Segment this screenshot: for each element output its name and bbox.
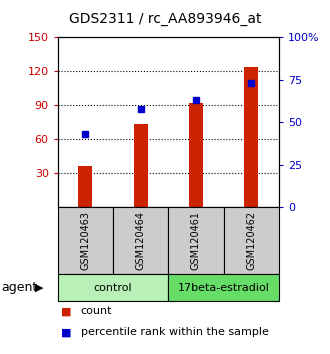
Text: GDS2311 / rc_AA893946_at: GDS2311 / rc_AA893946_at: [69, 12, 261, 27]
Text: ■: ■: [61, 306, 72, 316]
Text: ▶: ▶: [35, 282, 43, 293]
Text: control: control: [94, 282, 132, 293]
Text: count: count: [81, 306, 112, 316]
Bar: [134, 124, 148, 207]
Text: GSM120461: GSM120461: [191, 211, 201, 270]
Bar: [189, 103, 203, 207]
Text: GSM120463: GSM120463: [81, 211, 90, 270]
Text: GSM120464: GSM120464: [136, 211, 146, 270]
Text: agent: agent: [2, 281, 38, 294]
Text: GSM120462: GSM120462: [246, 211, 256, 270]
Bar: [244, 67, 258, 207]
Text: ■: ■: [61, 327, 72, 337]
Text: percentile rank within the sample: percentile rank within the sample: [81, 327, 269, 337]
Text: 17beta-estradiol: 17beta-estradiol: [178, 282, 270, 293]
Bar: [79, 166, 92, 207]
